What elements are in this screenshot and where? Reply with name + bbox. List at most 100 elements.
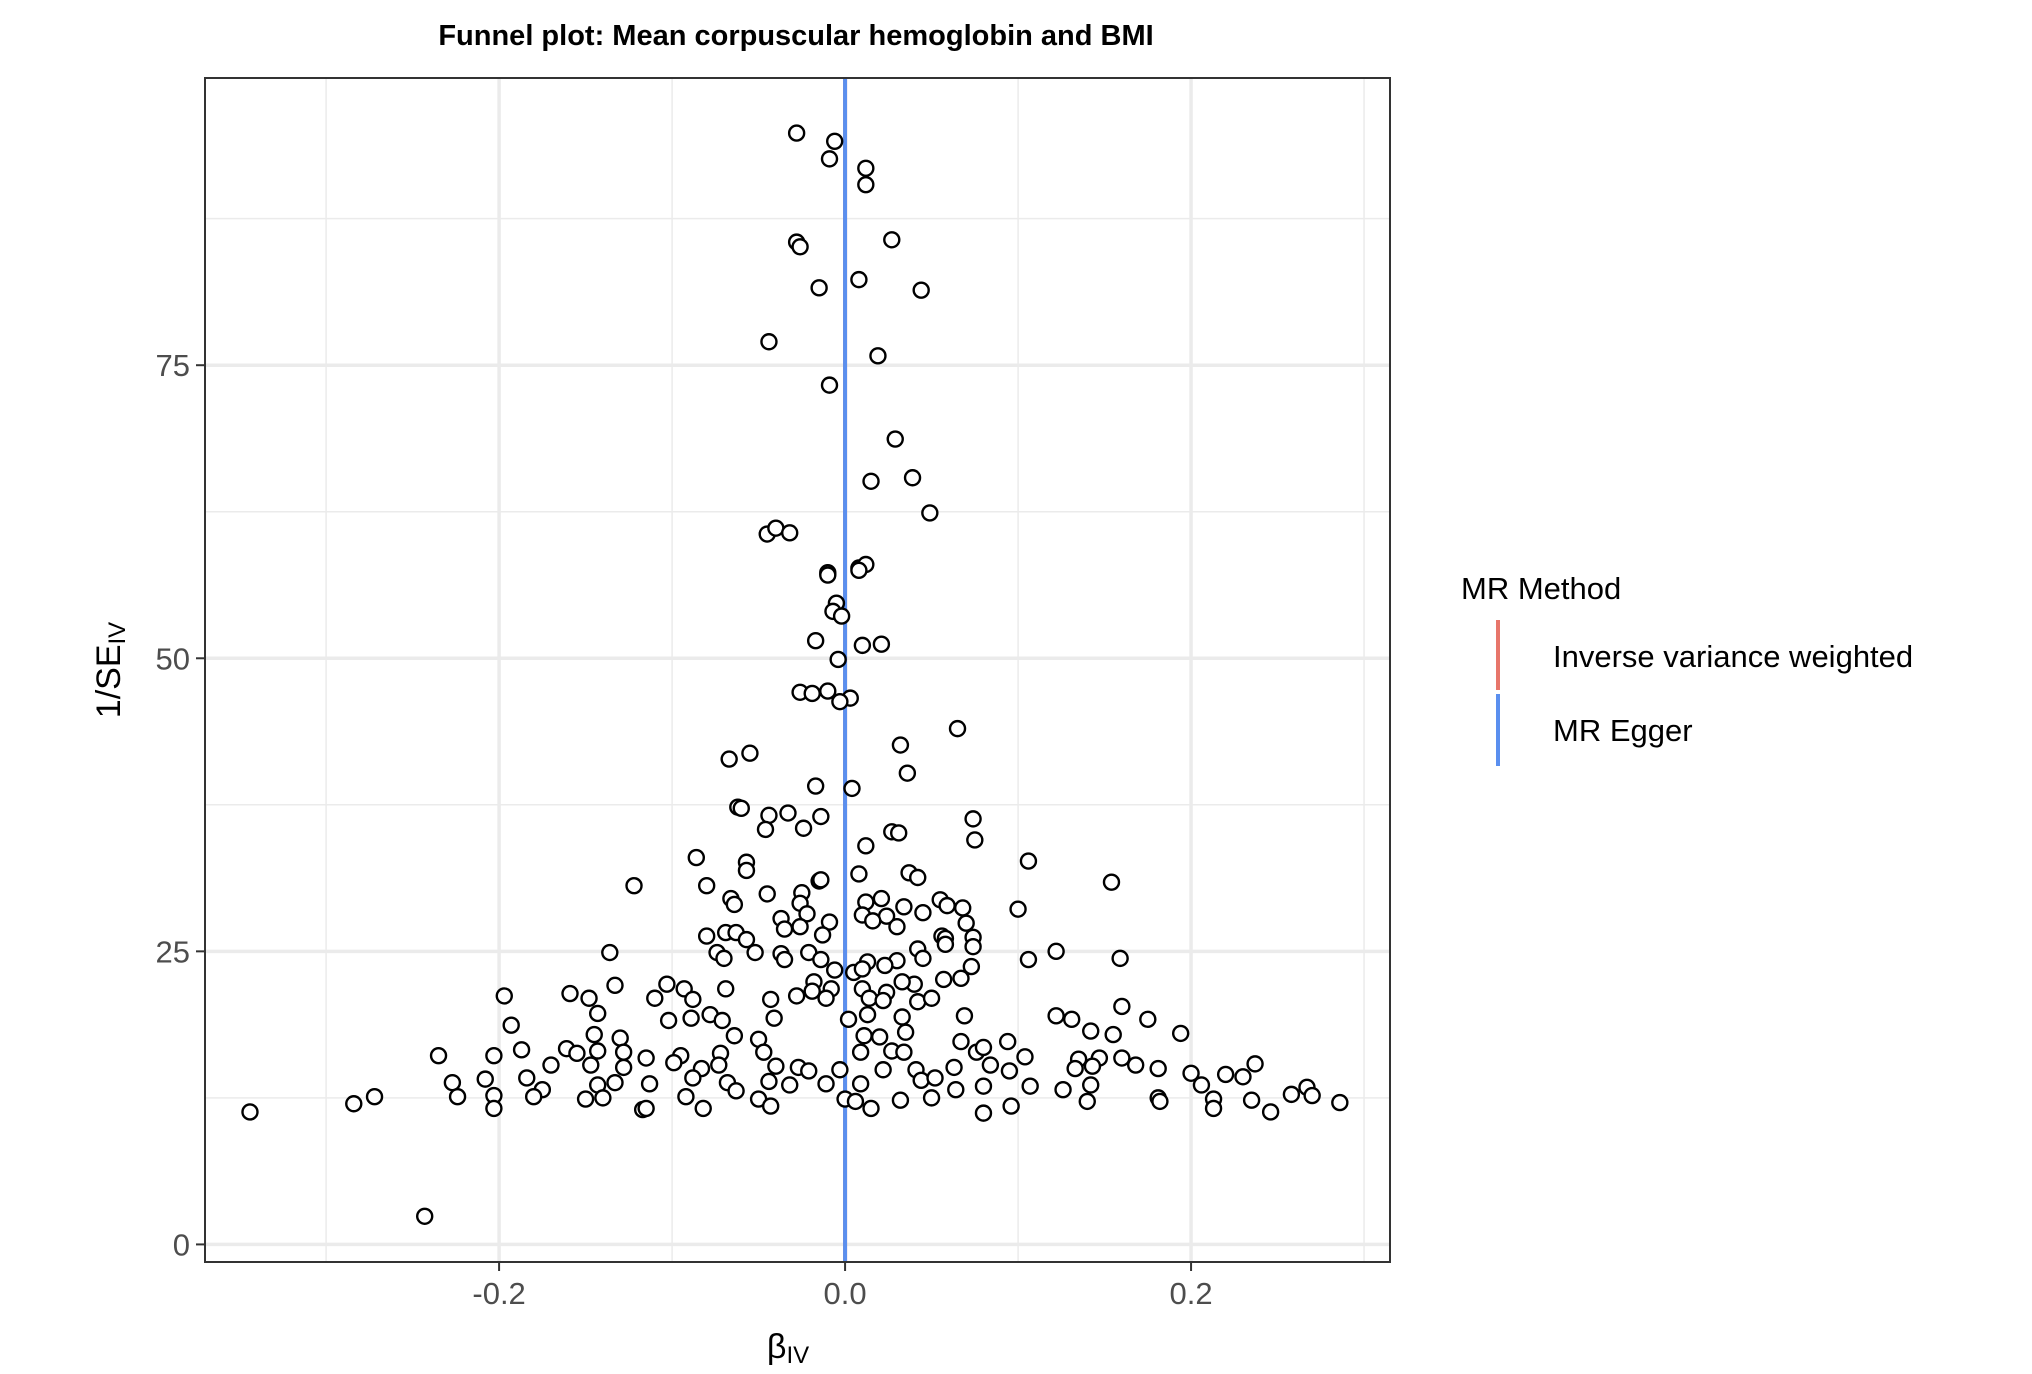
data-point — [1149, 1059, 1167, 1078]
data-point — [948, 719, 967, 738]
data-point — [912, 1071, 930, 1089]
data-point — [755, 1043, 773, 1061]
data-point — [787, 124, 806, 142]
data-point — [568, 1044, 586, 1063]
data-point — [760, 333, 778, 351]
data-point — [819, 682, 837, 700]
legend: MR Method Inverse variance weighted MR E… — [1461, 571, 1913, 766]
data-point — [855, 1027, 873, 1045]
data-point — [561, 984, 579, 1003]
x-tick-label: 0.2 — [1170, 1276, 1213, 1311]
data-point — [1082, 1022, 1100, 1040]
data-point — [760, 806, 778, 825]
data-point — [974, 1104, 993, 1122]
data-point — [640, 1075, 659, 1093]
data-point — [896, 1023, 915, 1041]
data-point — [864, 912, 882, 930]
data-point — [820, 376, 839, 394]
data-point — [1062, 1010, 1081, 1029]
minor-gridlines — [205, 78, 1390, 1262]
data-point — [825, 961, 844, 979]
data-point — [448, 1088, 467, 1106]
data-point — [820, 913, 839, 931]
data-point — [476, 1070, 494, 1088]
data-point — [832, 607, 851, 625]
data-point — [606, 1073, 624, 1092]
data-point — [1234, 1068, 1252, 1086]
data-point — [1082, 1076, 1100, 1094]
data-point — [606, 976, 624, 995]
data-point — [1066, 1059, 1084, 1078]
data-point — [874, 1061, 892, 1079]
data-point — [637, 1099, 655, 1118]
data-point — [914, 903, 932, 922]
data-point — [903, 469, 922, 487]
data-point — [862, 1099, 880, 1118]
data-point — [812, 871, 830, 889]
data-point — [1127, 1056, 1145, 1074]
data-point — [922, 1089, 941, 1107]
data-point — [888, 918, 906, 936]
data-point — [891, 736, 910, 754]
data-point — [1331, 1093, 1349, 1112]
data-point — [1171, 1024, 1190, 1043]
data-point — [846, 1092, 865, 1111]
data-point — [710, 1056, 728, 1074]
data-point — [806, 777, 825, 795]
data-point — [429, 1046, 448, 1065]
data-point — [812, 950, 830, 969]
data-point — [756, 820, 775, 839]
data-point — [938, 896, 956, 915]
data-point — [775, 920, 794, 938]
data-point — [1151, 1092, 1169, 1111]
data-point — [767, 1057, 785, 1075]
data-point — [912, 281, 930, 299]
data-point — [803, 684, 821, 703]
data-point — [625, 876, 643, 895]
legend-label-mr-egger: MR Egger — [1553, 713, 1693, 748]
data-point — [893, 1008, 911, 1026]
data-point — [601, 943, 619, 962]
data-point — [812, 807, 830, 826]
data-points — [241, 124, 1349, 1225]
data-point — [1113, 997, 1131, 1016]
legend-title: MR Method — [1461, 571, 1621, 606]
data-point — [869, 347, 887, 365]
data-point — [713, 1011, 731, 1030]
data-point — [1019, 950, 1038, 969]
data-point — [765, 1009, 783, 1027]
y-axis-label-main: 1/SE — [90, 644, 128, 718]
data-point — [831, 692, 849, 711]
x-axis-label-sub: IV — [786, 1342, 809, 1369]
data-point — [998, 1032, 1017, 1051]
data-point — [954, 899, 972, 917]
data-point — [964, 810, 982, 828]
data-point — [646, 989, 664, 1007]
data-point — [851, 1043, 870, 1061]
data-point — [781, 1076, 799, 1094]
data-point — [775, 950, 794, 969]
data-point — [614, 1058, 633, 1077]
panel-border — [204, 77, 1391, 1263]
data-point — [241, 1103, 259, 1121]
data-point — [886, 430, 904, 448]
data-point — [813, 926, 832, 944]
data-point — [732, 799, 750, 818]
data-point — [851, 1075, 870, 1093]
data-point — [659, 1011, 678, 1030]
data-point — [955, 1007, 974, 1025]
data-point — [817, 989, 835, 1007]
data-point — [588, 1004, 607, 1023]
y-tick-label: 25 — [156, 934, 190, 969]
data-point — [485, 1046, 503, 1065]
data-point — [909, 868, 927, 887]
data-point — [1021, 1077, 1039, 1095]
legend-label-inverse-variance-weighted: Inverse variance weighted — [1553, 639, 1913, 674]
data-point — [717, 980, 735, 998]
data-point — [1009, 900, 1027, 918]
data-point — [737, 930, 756, 949]
data-point — [1047, 1007, 1065, 1025]
data-point — [964, 937, 982, 956]
data-point — [1282, 1085, 1301, 1104]
data-point — [952, 969, 970, 988]
